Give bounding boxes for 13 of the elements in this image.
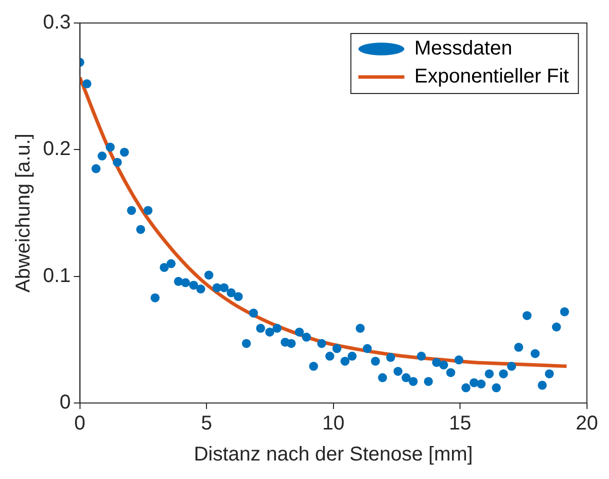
y-tick-label: 0 [60,392,71,414]
x-axis-title: Distanz nach der Stenose [mm] [194,444,473,466]
x-tick-label: 10 [322,412,344,435]
legend-label: Messdaten [414,38,512,60]
x-tick-label: 0 [74,412,86,435]
y-tick-label: 0.2 [42,138,71,160]
y-tick-label: 0.1 [42,264,71,287]
y-tick-label: 0.3 [42,12,71,34]
x-tick-label: 5 [201,412,212,435]
x-tick-label: 15 [448,412,472,435]
y-axis-title: Abweichung [a.u.] [12,134,35,292]
x-tick-label: 20 [576,412,598,435]
legend-label: Exponentieller Fit [414,66,570,88]
